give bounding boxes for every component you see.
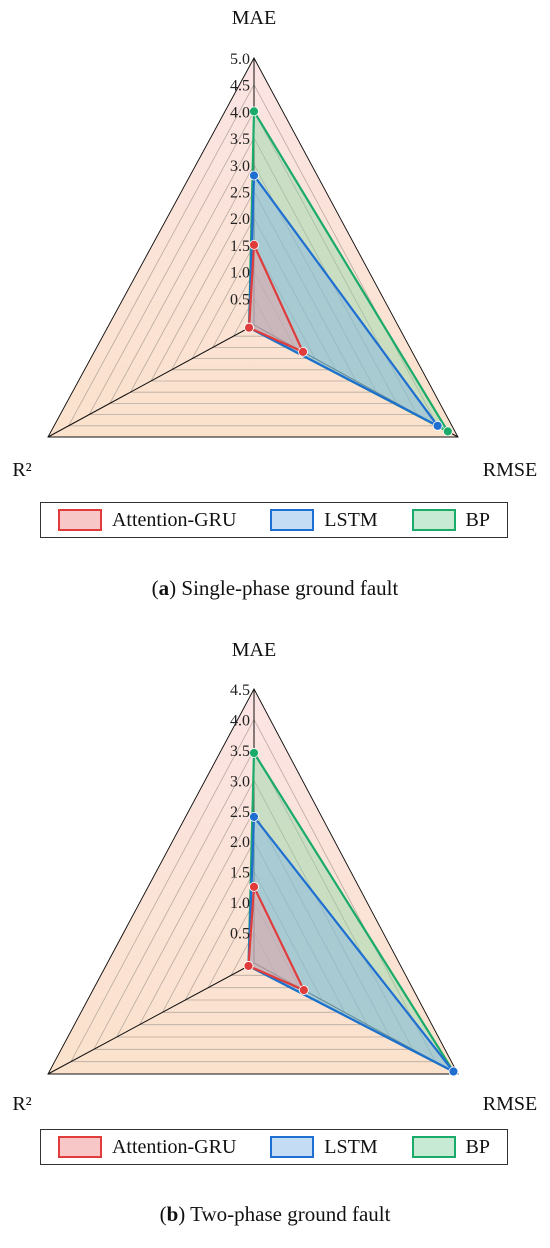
tick-label: 4.0	[230, 712, 250, 729]
radar-outline	[47, 57, 459, 438]
legend-label: LSTM	[324, 508, 378, 531]
axis-label-r2: R²	[12, 459, 31, 481]
tick-label: 2.5	[230, 804, 250, 821]
legend-item-lstm: LSTM	[270, 1135, 378, 1159]
data-point-lstm	[448, 1066, 459, 1077]
grid-ring	[115, 779, 391, 1038]
chart-panel-a: 0.5 1.0 1.5 2.0 2.5 3.0 3.5 4.0 4.5 5.0 MAE RMSE R² …	[12, 7, 537, 600]
caption-text: Two-phase ground fault	[190, 1202, 391, 1226]
tick-label: 0.5	[230, 926, 250, 943]
grid-ring	[88, 110, 418, 416]
tick-label: 2.5	[230, 185, 250, 202]
data-point-attention-gru	[243, 961, 254, 971]
legend-swatch	[270, 509, 315, 531]
caption-label: a	[158, 576, 170, 600]
legend-label: LSTM	[324, 1135, 378, 1158]
legend-swatch	[411, 1136, 456, 1158]
series-area-lstm	[247, 813, 455, 1073]
data-point-attention-gru	[244, 322, 254, 333]
radar-background	[48, 689, 458, 1074]
tick-label: 4.5	[230, 682, 250, 699]
legend-label: Attention-GRU	[111, 508, 237, 531]
radar-chart-b: 0.5 1.0 1.5 2.0 2.5 3.0 3.5 4.0 4.5 MAE RMSE R²	[12, 639, 537, 1115]
legend-a: Attention-GRU LSTM BP	[40, 502, 508, 538]
grid-ring	[191, 244, 316, 360]
legend-item-attention-gru: Attention-GRU	[57, 508, 237, 532]
data-point-lstm	[249, 170, 259, 181]
legend-swatch	[411, 509, 456, 531]
tick-label: 1.0	[230, 265, 250, 282]
data-point-bp	[249, 106, 259, 117]
series-area-lstm	[247, 172, 439, 427]
legend-swatch	[57, 509, 102, 531]
caption-label: b	[166, 1202, 179, 1226]
tick-label: 3.0	[230, 158, 250, 175]
tick-label: 3.5	[230, 743, 250, 760]
caption-a: (a) Single-phase ground fault	[151, 576, 399, 600]
data-point-attention-gru	[249, 239, 259, 250]
series-area-attention-gru	[247, 244, 306, 355]
grid-ring	[207, 901, 300, 989]
axis-spoke	[47, 962, 255, 1075]
legend-item-bp: BP	[411, 1135, 491, 1159]
axis-label-mae: MAE	[232, 7, 276, 29]
tick-label: 1.5	[230, 865, 250, 882]
grid-ring	[170, 217, 337, 371]
tick-label: 1.5	[230, 238, 250, 255]
axis-spoke	[47, 324, 255, 438]
data-point-lstm	[249, 811, 259, 822]
legend-swatch	[270, 1136, 315, 1158]
grid-ring	[138, 809, 368, 1026]
grid-ring	[232, 297, 276, 337]
data-point-lstm	[432, 420, 443, 431]
data-point-attention-gru	[298, 346, 308, 357]
radar-chart-a: 0.5 1.0 1.5 2.0 2.5 3.0 3.5 4.0 4.5 5.0 MAE RMSE R²	[12, 7, 537, 481]
tick-label: 3.0	[230, 773, 250, 790]
axis-label-rmse: RMSE	[483, 1093, 537, 1115]
grid-ring	[212, 270, 296, 348]
data-point-bp	[249, 748, 259, 758]
axis-label-mae: MAE	[232, 639, 276, 661]
grid-ring	[70, 718, 436, 1063]
legend-label: BP	[465, 1135, 491, 1158]
axis-label-r2: R²	[12, 1093, 31, 1115]
grid-ring	[184, 870, 323, 1001]
tick-label: 0.5	[230, 291, 250, 308]
grid-ring	[150, 190, 357, 382]
tick-label: 5.0	[230, 51, 250, 68]
tick-label: 4.5	[230, 78, 250, 95]
chart-panel-b: 0.5 1.0 1.5 2.0 2.5 3.0 3.5 4.0 4.5 MAE RMSE R² Att…	[0, 624, 550, 1248]
tick-label: 1.0	[230, 895, 250, 912]
grid-ring	[109, 137, 398, 404]
data-point-attention-gru	[298, 985, 309, 996]
grid-ring	[129, 163, 378, 393]
legend-b: Attention-GRU LSTM BP	[40, 1129, 508, 1165]
legend-item-lstm: LSTM	[270, 508, 378, 532]
data-point-attention-gru	[249, 881, 259, 892]
grid-ring	[230, 931, 278, 976]
legend-label: BP	[465, 508, 491, 531]
radar-outline	[47, 688, 459, 1075]
grid-ring	[161, 840, 346, 1013]
legend-item-attention-gru: Attention-GRU	[57, 1135, 237, 1159]
caption-b: (b) Two-phase ground fault	[159, 1202, 391, 1226]
tick-label: 2.0	[230, 834, 250, 851]
tick-label: 4.0	[230, 104, 250, 121]
grid-ring	[67, 83, 439, 427]
legend-label: Attention-GRU	[111, 1135, 237, 1158]
grid-ring	[93, 749, 414, 1050]
legend-item-bp: BP	[411, 508, 491, 532]
data-point-bp	[442, 426, 453, 437]
legend-swatch	[57, 1136, 102, 1158]
tick-label: 3.5	[230, 131, 250, 148]
caption-text: Single-phase ground fault	[181, 576, 399, 600]
tick-label: 2.0	[230, 211, 250, 228]
series-area-attention-gru	[247, 882, 307, 993]
axis-label-rmse: RMSE	[483, 459, 537, 481]
